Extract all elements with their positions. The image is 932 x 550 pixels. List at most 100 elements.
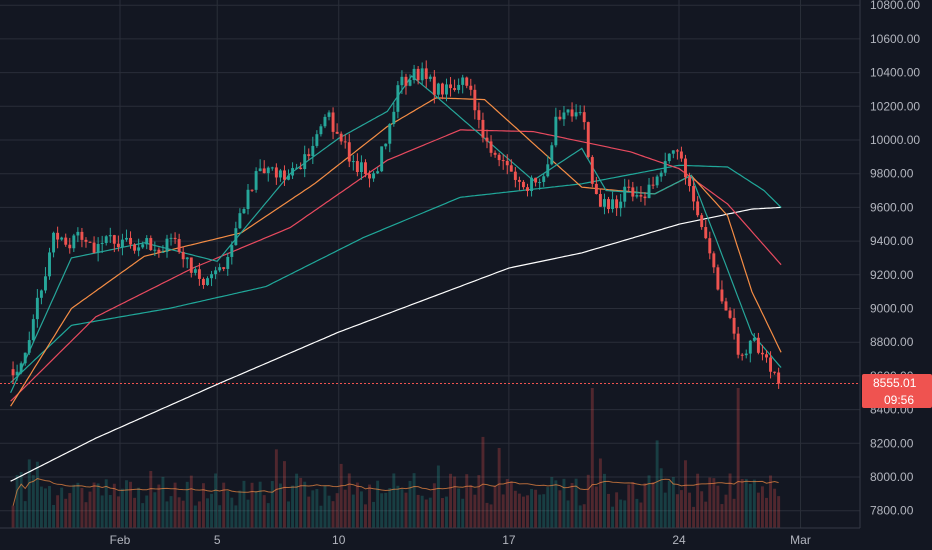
candle-body — [740, 354, 744, 356]
candle-body — [773, 371, 777, 373]
candle-body — [643, 196, 647, 199]
candle-body — [23, 352, 27, 364]
volume-bar — [133, 497, 137, 528]
candle-body — [400, 76, 404, 86]
candle-body — [501, 160, 505, 162]
volume-bar — [23, 501, 27, 528]
volume-bar — [206, 498, 209, 528]
volume-bars — [11, 388, 781, 528]
candle-body — [457, 84, 461, 90]
volume-bar — [351, 494, 355, 528]
candle-body — [327, 112, 331, 117]
volume-bar — [623, 500, 627, 528]
volume-bar — [449, 473, 452, 528]
volume-bar — [141, 503, 145, 528]
candle-body — [254, 171, 258, 190]
volume-bar — [44, 488, 47, 528]
price-axis[interactable]: 10800.00 10600.00 10400.00 10200.00 10000.00… — [859, 0, 932, 528]
time-axis[interactable]: Feb 5 10 17 24 Mar — [0, 527, 932, 550]
candle-body — [756, 337, 760, 353]
volume-bar — [655, 440, 659, 528]
volume-bar — [773, 488, 777, 528]
candle-body — [315, 134, 319, 146]
candle-body — [586, 122, 590, 158]
candle-body — [153, 249, 157, 251]
time-axis-background — [0, 528, 932, 550]
price-tick-label: 10800.00 — [870, 0, 920, 12]
volume-bar — [639, 502, 643, 528]
candle-body — [355, 161, 359, 173]
volume-bar — [667, 480, 671, 528]
candle-body — [404, 76, 408, 86]
volume-bar — [80, 487, 84, 528]
candle-body — [210, 274, 214, 279]
candle-body — [145, 238, 149, 245]
candle-body — [173, 237, 177, 240]
volume-bar — [201, 483, 205, 528]
volume-bar — [238, 490, 242, 528]
candle-body — [684, 158, 687, 178]
candle-body — [359, 162, 363, 173]
time-tick-label: Feb — [110, 533, 131, 547]
candle-body — [206, 278, 209, 286]
candle-body — [473, 89, 477, 111]
volume-bar — [627, 484, 631, 528]
candle-body — [100, 242, 104, 244]
price-tick-label: 7800.00 — [870, 504, 914, 518]
volume-bar — [222, 482, 226, 528]
volume-bar — [765, 497, 768, 528]
volume-bar — [582, 504, 586, 528]
price-tick-label: 10400.00 — [870, 66, 920, 80]
candle-body — [104, 236, 108, 243]
volume-bar — [72, 484, 76, 528]
volume-bar — [388, 487, 392, 528]
candle-body — [335, 131, 339, 134]
volume-bar — [509, 481, 513, 528]
volume-bar — [19, 471, 23, 528]
volume-bar — [372, 501, 376, 528]
candle-body — [60, 237, 64, 240]
candle-body — [590, 157, 594, 184]
candle-body — [521, 181, 525, 188]
candle-body — [505, 160, 509, 166]
volume-bar — [149, 470, 153, 528]
volume-bar — [303, 481, 307, 528]
volume-bar — [586, 474, 590, 528]
candle-body — [420, 68, 424, 81]
price-tick-label: 10600.00 — [870, 32, 920, 46]
volume-bar — [153, 492, 157, 528]
candle-body — [562, 112, 566, 120]
candlesticks[interactable] — [11, 60, 781, 389]
candle-body — [76, 231, 80, 236]
volume-bar — [562, 478, 566, 528]
candle-body — [380, 146, 384, 172]
volume-bar — [546, 487, 550, 528]
volume-bar — [250, 482, 254, 528]
price-tick-label: 9600.00 — [870, 200, 914, 214]
volume-bar — [675, 494, 679, 528]
volume-bar — [534, 489, 538, 528]
candle-body — [432, 76, 436, 95]
candle-body — [550, 145, 554, 165]
moving-average-line — [10, 129, 782, 402]
price-tick-label: 8800.00 — [870, 335, 914, 349]
volume-bar — [384, 492, 388, 528]
volume-bar — [643, 483, 647, 528]
volume-bar — [408, 480, 412, 528]
volume-bar — [125, 480, 128, 528]
candle-body — [594, 183, 598, 195]
volume-bar — [88, 491, 92, 528]
candle-body — [513, 171, 517, 180]
candle-body — [169, 237, 173, 239]
candle-body — [80, 231, 84, 240]
candle-body — [574, 112, 578, 117]
volume-bar — [400, 489, 404, 528]
volume-bar — [339, 463, 343, 528]
candle-body — [185, 257, 189, 260]
price-tick-label: 10200.00 — [870, 99, 920, 113]
candle-body — [56, 232, 60, 240]
candle-body — [440, 83, 444, 95]
volume-bar — [704, 501, 708, 528]
volume-bar — [461, 498, 465, 528]
